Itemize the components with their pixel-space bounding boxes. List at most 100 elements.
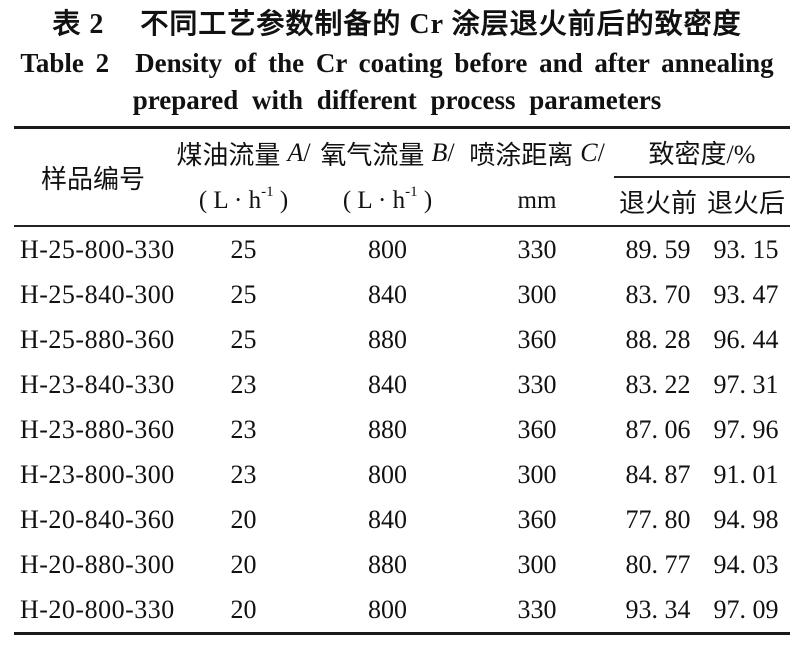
cell-kerosene-flow: 23 bbox=[230, 459, 257, 489]
caption-zh-label: 表 2 bbox=[52, 9, 105, 40]
table-row: H-20-840-360 20 840 360 77. 80 94. 98 bbox=[14, 497, 790, 542]
header-after-annealing: 退火后 bbox=[706, 189, 785, 218]
cell-oxygen-flow: 840 bbox=[368, 504, 407, 534]
header-kerosene-flow: 煤油流量 A / ( L · h -1 ) bbox=[172, 129, 315, 225]
caption-en-text: Density of the Cr coating before and aft… bbox=[135, 48, 774, 78]
cell-kerosene-flow: 20 bbox=[230, 549, 257, 579]
header-density-group: 致密度/% 退火前 退火后 bbox=[614, 129, 790, 225]
header-distance-unit: mm bbox=[518, 177, 557, 225]
data-table: 样品编号 煤油流量 A / ( L · h -1 ) 氧气流量 B / ( L · h -1… bbox=[14, 126, 790, 635]
cell-sample-id: H-25-800-330 bbox=[20, 234, 175, 264]
table-row: H-23-880-360 23 880 360 87. 06 97. 96 bbox=[14, 407, 790, 452]
cell-density-before: 84. 87 bbox=[625, 459, 691, 489]
unit-mm: mm bbox=[517, 187, 557, 214]
header-oxygen-zh: 氧气流量 bbox=[320, 140, 425, 170]
header-distance-var: C bbox=[580, 138, 598, 167]
cell-oxygen-flow: 840 bbox=[368, 279, 407, 309]
table-body: H-25-800-330 25 800 330 89. 59 93. 15 H-… bbox=[14, 227, 790, 632]
cell-kerosene-flow: 20 bbox=[230, 594, 257, 624]
cell-density-after: 96. 44 bbox=[713, 324, 779, 354]
cell-kerosene-flow: 23 bbox=[230, 414, 257, 444]
cell-spray-distance: 330 bbox=[517, 369, 557, 399]
cell-spray-distance: 330 bbox=[517, 594, 557, 624]
header-sample-id: 样品编号 bbox=[14, 129, 172, 225]
cell-oxygen-flow: 800 bbox=[368, 459, 407, 489]
header-slash: / bbox=[597, 138, 605, 167]
cell-kerosene-flow: 25 bbox=[230, 279, 257, 309]
table-row: H-25-840-300 25 840 300 83. 70 93. 47 bbox=[14, 272, 790, 317]
cell-oxygen-flow: 800 bbox=[368, 234, 407, 264]
cell-density-after: 97. 09 bbox=[713, 594, 779, 624]
table-row: H-20-800-330 20 800 330 93. 34 97. 09 bbox=[14, 587, 790, 632]
cell-sample-id: H-20-880-300 bbox=[20, 549, 175, 579]
cell-sample-id: H-23-800-300 bbox=[20, 459, 175, 489]
caption-en-label: Table 2 bbox=[20, 48, 110, 78]
cell-density-after: 94. 03 bbox=[713, 549, 779, 579]
header-density-subcolumns: 退火前 退火后 bbox=[614, 178, 790, 225]
cell-sample-id: H-25-840-300 bbox=[20, 279, 175, 309]
header-oxygen-unit: ( L · h -1 ) bbox=[342, 184, 433, 215]
cell-density-before: 93. 34 bbox=[625, 594, 691, 624]
cell-density-after: 93. 47 bbox=[713, 279, 779, 309]
table-caption: 表 2 不同工艺参数制备的 Cr 涂层退火前后的致密度 Table 2 Densit… bbox=[0, 0, 794, 119]
cell-density-after: 91. 01 bbox=[713, 459, 779, 489]
header-kerosene-line1: 煤油流量 A / bbox=[176, 129, 310, 177]
cell-density-after: 97. 31 bbox=[713, 369, 779, 399]
cell-spray-distance: 300 bbox=[517, 549, 557, 579]
table-row: H-20-880-300 20 880 300 80. 77 94. 03 bbox=[14, 542, 790, 587]
cell-sample-id: H-23-880-360 bbox=[20, 414, 175, 444]
cell-oxygen-flow: 880 bbox=[368, 549, 407, 579]
header-slash: / bbox=[447, 138, 455, 167]
cell-sample-id: H-25-880-360 bbox=[20, 324, 175, 354]
header-kerosene-var: A bbox=[287, 138, 304, 167]
cell-density-before: 77. 80 bbox=[625, 504, 691, 534]
cell-spray-distance: 300 bbox=[517, 279, 557, 309]
cell-sample-id: H-20-840-360 bbox=[20, 504, 175, 534]
header-oxygen-flow: 氧气流量 B / ( L · h -1 ) bbox=[315, 129, 460, 225]
table-row: H-25-880-360 25 880 360 88. 28 96. 44 bbox=[14, 317, 790, 362]
header-oxygen-line1: 氧气流量 B / bbox=[320, 129, 454, 177]
cell-spray-distance: 360 bbox=[517, 324, 557, 354]
header-oxygen-var: B bbox=[431, 138, 448, 167]
unit-pre: ( L · h bbox=[342, 187, 406, 214]
cell-kerosene-flow: 23 bbox=[230, 369, 257, 399]
caption-zh: 表 2 不同工艺参数制备的 Cr 涂层退火前后的致密度 bbox=[0, 6, 794, 44]
cell-oxygen-flow: 880 bbox=[368, 414, 407, 444]
cell-spray-distance: 360 bbox=[517, 414, 557, 444]
cell-spray-distance: 300 bbox=[517, 459, 557, 489]
header-distance-zh: 喷涂距离 bbox=[469, 140, 574, 170]
cell-oxygen-flow: 840 bbox=[368, 369, 407, 399]
cell-density-after: 93. 15 bbox=[713, 234, 779, 264]
caption-zh-text: 不同工艺参数制备的 Cr 涂层退火前后的致密度 bbox=[140, 9, 742, 40]
caption-en-line2: prepared with different process paramete… bbox=[132, 85, 662, 115]
table-header: 样品编号 煤油流量 A / ( L · h -1 ) 氧气流量 B / ( L · h -1… bbox=[14, 129, 790, 227]
cell-density-before: 87. 06 bbox=[625, 414, 691, 444]
cell-kerosene-flow: 25 bbox=[230, 234, 257, 264]
cell-density-before: 80. 77 bbox=[625, 549, 691, 579]
cell-oxygen-flow: 880 bbox=[368, 324, 407, 354]
header-distance-line1: 喷涂距离 C / bbox=[469, 129, 605, 177]
unit-pre: ( L · h bbox=[198, 187, 262, 214]
header-slash: / bbox=[303, 138, 311, 167]
header-density-label: 致密度/% bbox=[614, 129, 790, 178]
cell-kerosene-flow: 20 bbox=[230, 504, 257, 534]
cell-sample-id: H-20-800-330 bbox=[20, 594, 175, 624]
cell-sample-id: H-23-840-330 bbox=[20, 369, 175, 399]
cell-spray-distance: 330 bbox=[517, 234, 557, 264]
table-row: H-25-800-330 25 800 330 89. 59 93. 15 bbox=[14, 227, 790, 272]
cell-density-before: 88. 28 bbox=[625, 324, 691, 354]
cell-density-before: 89. 59 bbox=[625, 234, 691, 264]
header-kerosene-zh: 煤油流量 bbox=[176, 140, 281, 170]
header-kerosene-unit: ( L · h -1 ) bbox=[198, 184, 289, 215]
cell-oxygen-flow: 800 bbox=[368, 594, 407, 624]
cell-spray-distance: 360 bbox=[517, 504, 557, 534]
cell-density-after: 94. 98 bbox=[713, 504, 779, 534]
unit-post: ) bbox=[273, 187, 289, 214]
table-row: H-23-840-330 23 840 330 83. 22 97. 31 bbox=[14, 362, 790, 407]
cell-density-before: 83. 22 bbox=[625, 369, 691, 399]
caption-en-line1: Table 2 Density of the Cr coating before … bbox=[0, 44, 794, 82]
header-sample-label: 样品编号 bbox=[40, 164, 145, 194]
unit-post: ) bbox=[417, 187, 433, 214]
header-spray-distance: 喷涂距离 C / mm bbox=[460, 129, 614, 225]
